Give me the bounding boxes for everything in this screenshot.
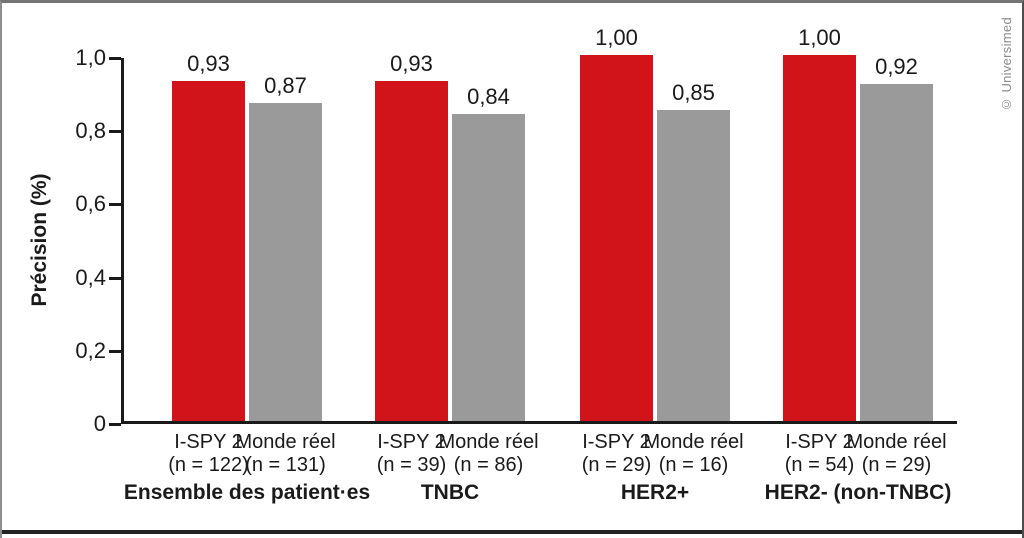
bar-value-label: 0,87 bbox=[264, 73, 307, 98]
y-axis-tick-label: 0 bbox=[93, 411, 106, 436]
bar-ispy2: 0,93 bbox=[375, 51, 448, 421]
y-axis-tick bbox=[109, 423, 121, 426]
bar-ispy2: 1,00 bbox=[580, 25, 653, 421]
bar-group-3: 1,00 I-SPY 2 (n = 29) 0,85 Monde réel (n = 16… bbox=[580, 25, 744, 504]
y-axis-tick bbox=[109, 276, 121, 280]
bar-tick-label: I-SPY 2 (n = 39) bbox=[342, 431, 482, 477]
bar-tick-label: I-SPY 2 (n = 122) bbox=[139, 431, 279, 477]
plot-area: 1,0 0,8 0,6 0,4 0,2 0 0,93 I-SPY 2 (n = 122) 0,87… bbox=[75, 25, 957, 504]
y-axis-tick-label: 0,6 bbox=[75, 191, 106, 217]
y-axis-tick-label: 0,8 bbox=[75, 118, 106, 144]
y-axis-tick bbox=[109, 349, 121, 353]
bar-value-label: 0,93 bbox=[187, 51, 230, 76]
bar-group-4: 1,00 I-SPY 2 (n = 54) 0,92 Monde réel (n = 29… bbox=[765, 25, 952, 504]
group-label: HER2+ bbox=[620, 481, 690, 504]
bar-tick-label: Monde réel (n = 86) bbox=[419, 431, 559, 477]
group-label: TNBC bbox=[420, 481, 480, 504]
y-axis-tick-label: 0,4 bbox=[75, 264, 106, 290]
bar-monde_reel: 0,84 bbox=[452, 84, 525, 421]
y-axis-tick-label: 1,0 bbox=[75, 45, 106, 70]
series-name: I-SPY 2 bbox=[582, 431, 651, 453]
bar-value-label: 0,93 bbox=[390, 51, 433, 76]
bar-group-1: 0,93 I-SPY 2 (n = 122) 0,87 Monde réel (n = 1… bbox=[124, 51, 370, 504]
y-axis-title: Précision (%) bbox=[28, 173, 51, 307]
bar-column: 0,92 Monde réel (n = 29) bbox=[846, 54, 946, 476]
y-axis-tick-label: 0,2 bbox=[75, 337, 106, 363]
sample-size: (n = 39) bbox=[376, 454, 447, 477]
group-label: Ensemble des patient·es bbox=[123, 481, 371, 504]
sample-size: (n = 122) bbox=[168, 454, 249, 477]
y-axis-tick bbox=[109, 57, 121, 60]
bar-value-label: 0,85 bbox=[672, 80, 715, 105]
y-axis-tick bbox=[109, 203, 121, 207]
sample-size: (n = 29) bbox=[861, 454, 932, 477]
sample-size: (n = 54) bbox=[784, 454, 855, 477]
bar-ispy2: 1,00 bbox=[783, 25, 856, 421]
y-axis-tick bbox=[109, 130, 121, 134]
sample-size: (n = 16) bbox=[658, 454, 729, 477]
bar-column: 0,85 Monde réel (n = 16) bbox=[643, 58, 743, 476]
bar-column: 0,87 Monde réel (n = 131) bbox=[235, 58, 335, 476]
bar-monde_reel: 0,85 bbox=[657, 80, 730, 421]
bar-tick-label: Monde réel (n = 16) bbox=[624, 431, 764, 477]
series-name: Monde réel bbox=[846, 431, 947, 453]
bar-tick-label: I-SPY 2 (n = 29) bbox=[547, 431, 687, 477]
bar-monde_reel: 0,92 bbox=[860, 54, 933, 421]
series-name: I-SPY 2 bbox=[785, 431, 854, 453]
bar-monde_reel: 0,87 bbox=[249, 73, 322, 421]
bar-tick-label: Monde réel (n = 131) bbox=[216, 431, 356, 477]
group-label: HER2- (non-TNBC) bbox=[764, 481, 952, 504]
bottom-border-line bbox=[2, 530, 1022, 534]
bar-value-label: 0,92 bbox=[875, 54, 918, 79]
bar-column: 1,00 I-SPY 2 (n = 54) bbox=[783, 25, 856, 476]
bar-column: 1,00 I-SPY 2 (n = 29) bbox=[580, 25, 653, 476]
series-name: Monde réel bbox=[235, 431, 336, 453]
bar-value-label: 1,00 bbox=[798, 25, 841, 50]
series-name: I-SPY 2 bbox=[377, 431, 446, 453]
bar-group-2: 0,93 I-SPY 2 (n = 39) 0,84 Monde réel (n = 86… bbox=[375, 51, 539, 504]
bar-value-label: 0,84 bbox=[467, 84, 510, 109]
sample-size: (n = 29) bbox=[581, 454, 652, 477]
bar-column: 0,93 I-SPY 2 (n = 122) bbox=[168, 51, 249, 476]
bar-tick-label: Monde réel (n = 29) bbox=[827, 431, 967, 477]
series-name: Monde réel bbox=[438, 431, 539, 453]
bar-value-label: 1,00 bbox=[595, 25, 638, 50]
bar-tick-label: I-SPY 2 (n = 54) bbox=[750, 431, 890, 477]
bar-column: 0,84 Monde réel (n = 86) bbox=[438, 58, 538, 476]
sample-size: (n = 131) bbox=[245, 454, 326, 477]
series-name: I-SPY 2 bbox=[174, 431, 243, 453]
bar-ispy2: 0,93 bbox=[172, 51, 245, 421]
series-name: Monde réel bbox=[643, 431, 744, 453]
bar-column: 0,93 I-SPY 2 (n = 39) bbox=[375, 51, 448, 476]
sample-size: (n = 86) bbox=[453, 454, 524, 477]
copyright-credit: © Universimed bbox=[999, 17, 1014, 112]
